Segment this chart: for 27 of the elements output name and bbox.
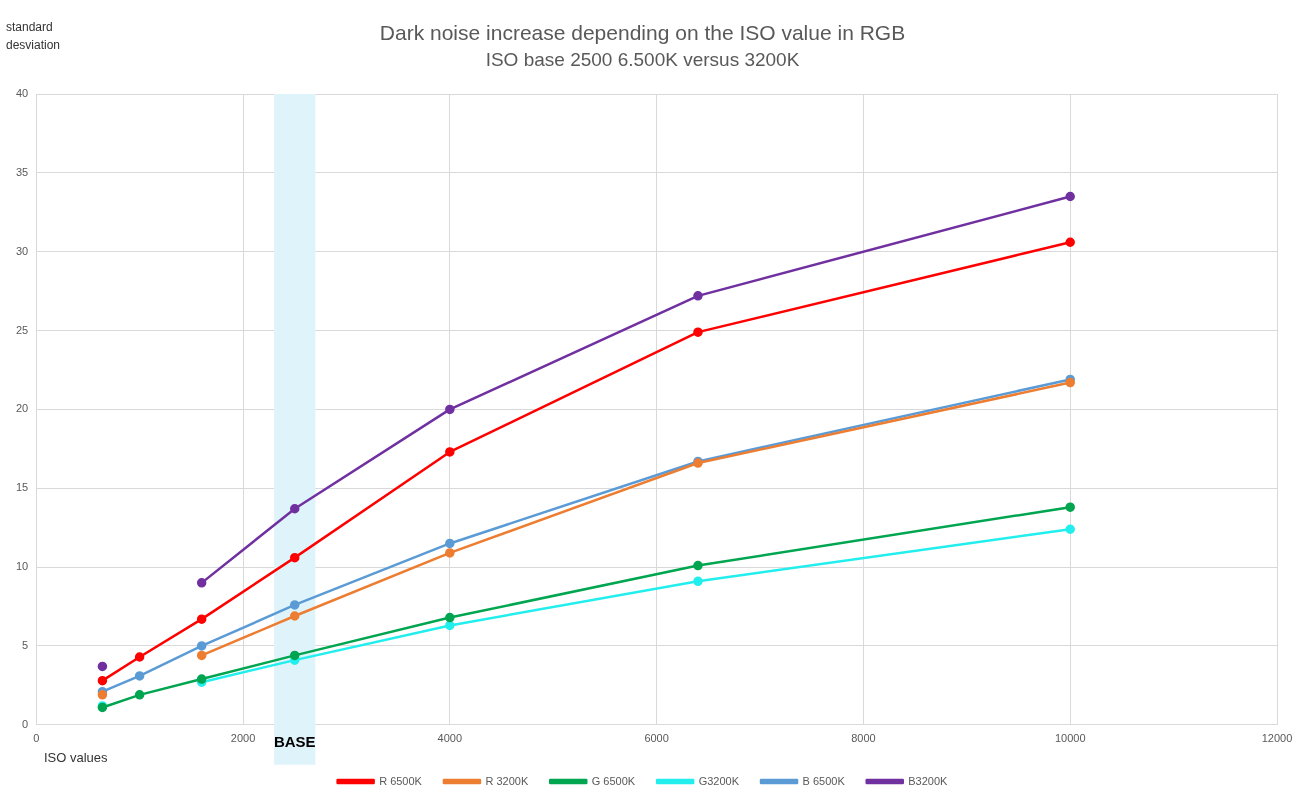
legend-label: G 6500K <box>591 774 636 787</box>
x-tick-label: 4000 <box>437 732 463 745</box>
legend-label: B3200K <box>908 774 949 787</box>
legend-label: R 6500K <box>379 774 423 787</box>
x-tick-label: 10000 <box>1054 732 1086 745</box>
legend-label: B 6500K <box>802 774 846 787</box>
y-tick-label: 30 <box>15 244 29 257</box>
x-tick-label: 8000 <box>851 732 876 745</box>
band-label: BASE <box>273 732 316 750</box>
x-tick-label: 12000 <box>1261 732 1293 745</box>
y-tick-label: 20 <box>15 402 29 415</box>
x-tick-label: 2000 <box>230 732 256 745</box>
x-tick-label: 6000 <box>644 732 669 745</box>
legend-label: G3200K <box>698 774 740 787</box>
y-tick-label: 0 <box>22 717 29 730</box>
y-tick-label: 40 <box>15 87 29 100</box>
x-axis-title: ISO values <box>44 749 109 765</box>
y-tick-label: 10 <box>15 560 29 573</box>
legend-label: R 3200K <box>485 774 529 787</box>
chart-title: Dark noise increase depending on the ISO value in RGB <box>379 21 906 45</box>
chart-subtitle: ISO base 2500 6.500K versus 3200K <box>485 48 800 70</box>
y-tick-label: 35 <box>15 165 29 178</box>
y-tick-label: 5 <box>22 638 29 651</box>
y-tick-label: 15 <box>15 481 29 494</box>
x-tick-label: 0 <box>33 732 40 745</box>
y-axis-title: standard desviation <box>6 20 61 53</box>
y-tick-label: 25 <box>15 323 29 336</box>
